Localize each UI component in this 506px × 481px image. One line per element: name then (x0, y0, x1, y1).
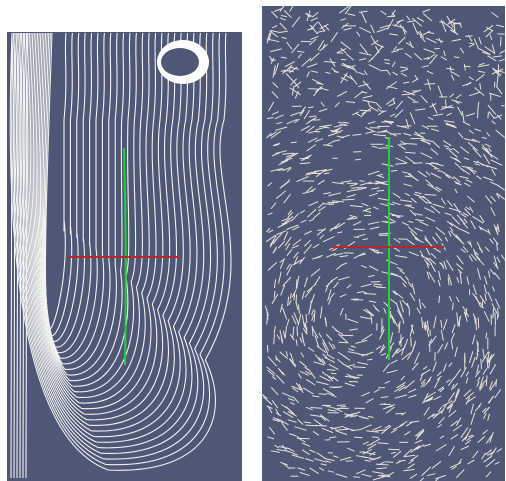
scene (0, 0, 506, 481)
vector (354, 237, 359, 238)
vector (488, 112, 489, 118)
vector (337, 405, 345, 406)
vector (310, 408, 322, 409)
vector (297, 326, 298, 336)
vector (306, 314, 307, 323)
vector (486, 375, 487, 386)
vector (308, 89, 321, 90)
vector (464, 66, 471, 67)
vector (384, 60, 390, 61)
streamline-panel (7, 32, 242, 481)
panel-background (262, 6, 505, 481)
vector (413, 163, 422, 164)
vector (495, 313, 496, 326)
vector (478, 317, 479, 328)
vector (342, 199, 354, 200)
vector (481, 359, 482, 369)
vector (360, 181, 365, 182)
vector (327, 370, 335, 371)
vector (439, 296, 440, 303)
vector (378, 148, 389, 149)
vector (377, 190, 384, 191)
vector (501, 37, 502, 47)
vector (496, 379, 497, 387)
vector (291, 142, 297, 143)
vector (397, 49, 404, 50)
vector (395, 413, 403, 414)
vector (354, 437, 362, 438)
vector (360, 110, 372, 111)
vector (405, 176, 411, 177)
vector (281, 71, 288, 72)
vector (267, 345, 268, 353)
vector (355, 159, 361, 160)
vortex-core-inner (161, 48, 199, 76)
vector (340, 407, 346, 408)
vector (425, 163, 432, 164)
vector (351, 188, 360, 189)
vector-panel (258, 4, 506, 481)
vector (411, 337, 412, 346)
vector (476, 320, 477, 330)
vector (319, 394, 327, 395)
vector (424, 84, 435, 85)
vector (328, 453, 333, 454)
page: (() => { const NS = 'http://www.w3.org/2… (0, 0, 506, 481)
vector (315, 425, 327, 426)
vector (377, 132, 387, 133)
vector (385, 462, 393, 463)
vector (331, 373, 336, 374)
vector (353, 477, 360, 478)
